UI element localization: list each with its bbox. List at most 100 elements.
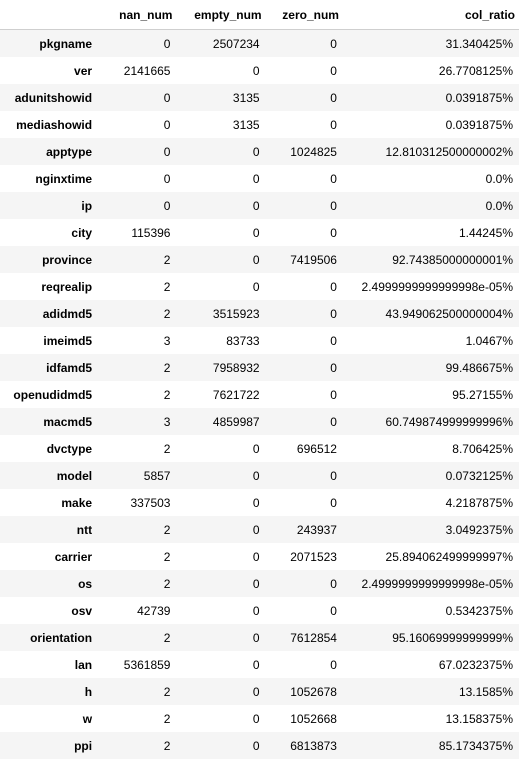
cell-zero-num: 1052668 (290, 711, 337, 726)
column-header-nan-num: nan_num (98, 0, 177, 30)
cell-zero-num: 0 (330, 279, 337, 294)
cell-col-ratio: 13.1585% (458, 684, 513, 699)
cell-nan-num: 0 (163, 90, 171, 105)
row-index-label: w (82, 711, 93, 726)
table-row: carrier 2 0 2071523 25.894062499999997% (0, 543, 519, 570)
table-row: osv 42739 0 0 0.5342375% (0, 597, 519, 624)
row-index-label: lan (74, 657, 93, 672)
cell-zero-num: 0 (330, 306, 337, 321)
cell-empty-num: 7958932 (212, 360, 260, 375)
cell-col-ratio: 2.4999999999999998e-05% (361, 279, 513, 294)
cell-col-ratio: 67.0232375% (438, 657, 513, 672)
cell-nan-num: 2 (163, 279, 171, 294)
row-index-label: ver (74, 63, 93, 78)
cell-nan-num: 2 (163, 252, 171, 267)
table-row: province 2 0 7419506 92.74385000000001% (0, 246, 519, 273)
cell-empty-num: 0 (252, 198, 260, 213)
cell-empty-num: 0 (252, 63, 260, 78)
cell-empty-num: 0 (252, 495, 260, 510)
cell-zero-num: 0 (330, 63, 337, 78)
cell-zero-num: 0 (330, 414, 337, 429)
cell-zero-num: 0 (330, 36, 337, 51)
cell-nan-num: 2141665 (123, 63, 171, 78)
cell-nan-num: 2 (163, 387, 171, 402)
cell-col-ratio: 8.706425% (452, 441, 513, 456)
cell-col-ratio: 3.0492375% (445, 522, 513, 537)
cell-zero-num: 0 (330, 468, 337, 483)
row-index-label: dvctype (46, 441, 93, 456)
table-row: os 2 0 0 2.4999999999999998e-05% (0, 570, 519, 597)
cell-nan-num: 2 (163, 711, 171, 726)
table-row: imeimd5 3 83733 0 1.0467% (0, 327, 519, 354)
row-index-label: mediashowid (16, 117, 93, 132)
cell-nan-num: 2 (163, 630, 171, 645)
cell-col-ratio: 1.0467% (465, 333, 513, 348)
cell-empty-num: 0 (252, 738, 260, 753)
cell-empty-num: 0 (252, 144, 260, 159)
cell-empty-num: 0 (252, 171, 260, 186)
cell-zero-num: 0 (330, 171, 337, 186)
row-index-label: carrier (54, 549, 93, 564)
table-row: orientation 2 0 7612854 95.16069999999999% (0, 624, 519, 651)
row-index-label: os (78, 576, 93, 591)
cell-nan-num: 2 (163, 522, 171, 537)
cell-zero-num: 0 (330, 198, 337, 213)
cell-nan-num: 0 (163, 36, 171, 51)
cell-nan-num: 0 (163, 117, 171, 132)
cell-empty-num: 7621722 (212, 387, 260, 402)
row-index-label: h (84, 684, 93, 699)
cell-zero-num: 0 (330, 225, 337, 240)
cell-empty-num: 0 (252, 522, 260, 537)
cell-col-ratio: 85.1734375% (438, 738, 513, 753)
cell-nan-num: 2 (163, 738, 171, 753)
cell-col-ratio: 12.810312500000002% (385, 144, 513, 159)
row-index-label: imeimd5 (43, 333, 93, 348)
table-row: pkgname 0 2507234 0 31.340425% (0, 29, 519, 57)
cell-nan-num: 2 (163, 306, 171, 321)
cell-empty-num: 0 (252, 630, 260, 645)
cell-empty-num: 0 (252, 657, 260, 672)
row-index-label: city (71, 225, 93, 240)
table-row: ip 0 0 0 0.0% (0, 192, 519, 219)
table-body: pkgname 0 2507234 0 31.340425% ver 2141665 0 0 26… (0, 29, 519, 759)
cell-zero-num: 6813873 (290, 738, 337, 753)
row-index-label: make (61, 495, 93, 510)
table-row: w 2 0 1052668 13.158375% (0, 705, 519, 732)
cell-col-ratio: 99.486675% (445, 360, 513, 375)
column-header-col-ratio: col_ratio (342, 0, 519, 30)
cell-col-ratio: 0.0391875% (445, 90, 513, 105)
cell-col-ratio: 1.44245% (458, 225, 513, 240)
row-index-label: province (42, 252, 93, 267)
cell-col-ratio: 60.749874999999996% (385, 414, 513, 429)
cell-empty-num: 3515923 (212, 306, 260, 321)
cell-zero-num: 0 (330, 657, 337, 672)
row-index-label: nginxtime (35, 171, 93, 186)
row-index-label: adidmd5 (42, 306, 93, 321)
index-header (0, 0, 99, 30)
cell-col-ratio: 25.894062499999997% (385, 549, 513, 564)
row-index-label: openudidmd5 (13, 387, 93, 402)
cell-empty-num: 0 (252, 684, 260, 699)
cell-nan-num: 0 (163, 144, 171, 159)
row-index-label: ntt (76, 522, 93, 537)
cell-col-ratio: 31.340425% (445, 36, 513, 51)
table-row: ppi 2 0 6813873 85.1734375% (0, 732, 519, 759)
cell-empty-num: 0 (252, 441, 260, 456)
cell-empty-num: 0 (252, 252, 260, 267)
cell-col-ratio: 26.7708125% (438, 63, 513, 78)
cell-col-ratio: 2.4999999999999998e-05% (361, 576, 513, 591)
table-row: openudidmd5 2 7621722 0 95.27155% (0, 381, 519, 408)
row-index-label: macmd5 (43, 414, 93, 429)
cell-col-ratio: 0.0% (485, 171, 513, 186)
cell-empty-num: 3135 (232, 117, 260, 132)
column-header-empty-num: empty_num (176, 0, 266, 30)
row-index-label: model (56, 468, 93, 483)
cell-col-ratio: 95.27155% (452, 387, 513, 402)
cell-zero-num: 0 (330, 117, 337, 132)
table-row: adunitshowid 0 3135 0 0.0391875% (0, 84, 519, 111)
table-row: make 337503 0 0 4.2187875% (0, 489, 519, 516)
cell-nan-num: 115396 (131, 225, 171, 240)
row-index-label: reqrealip (41, 279, 93, 294)
cell-zero-num: 1024825 (290, 144, 337, 159)
